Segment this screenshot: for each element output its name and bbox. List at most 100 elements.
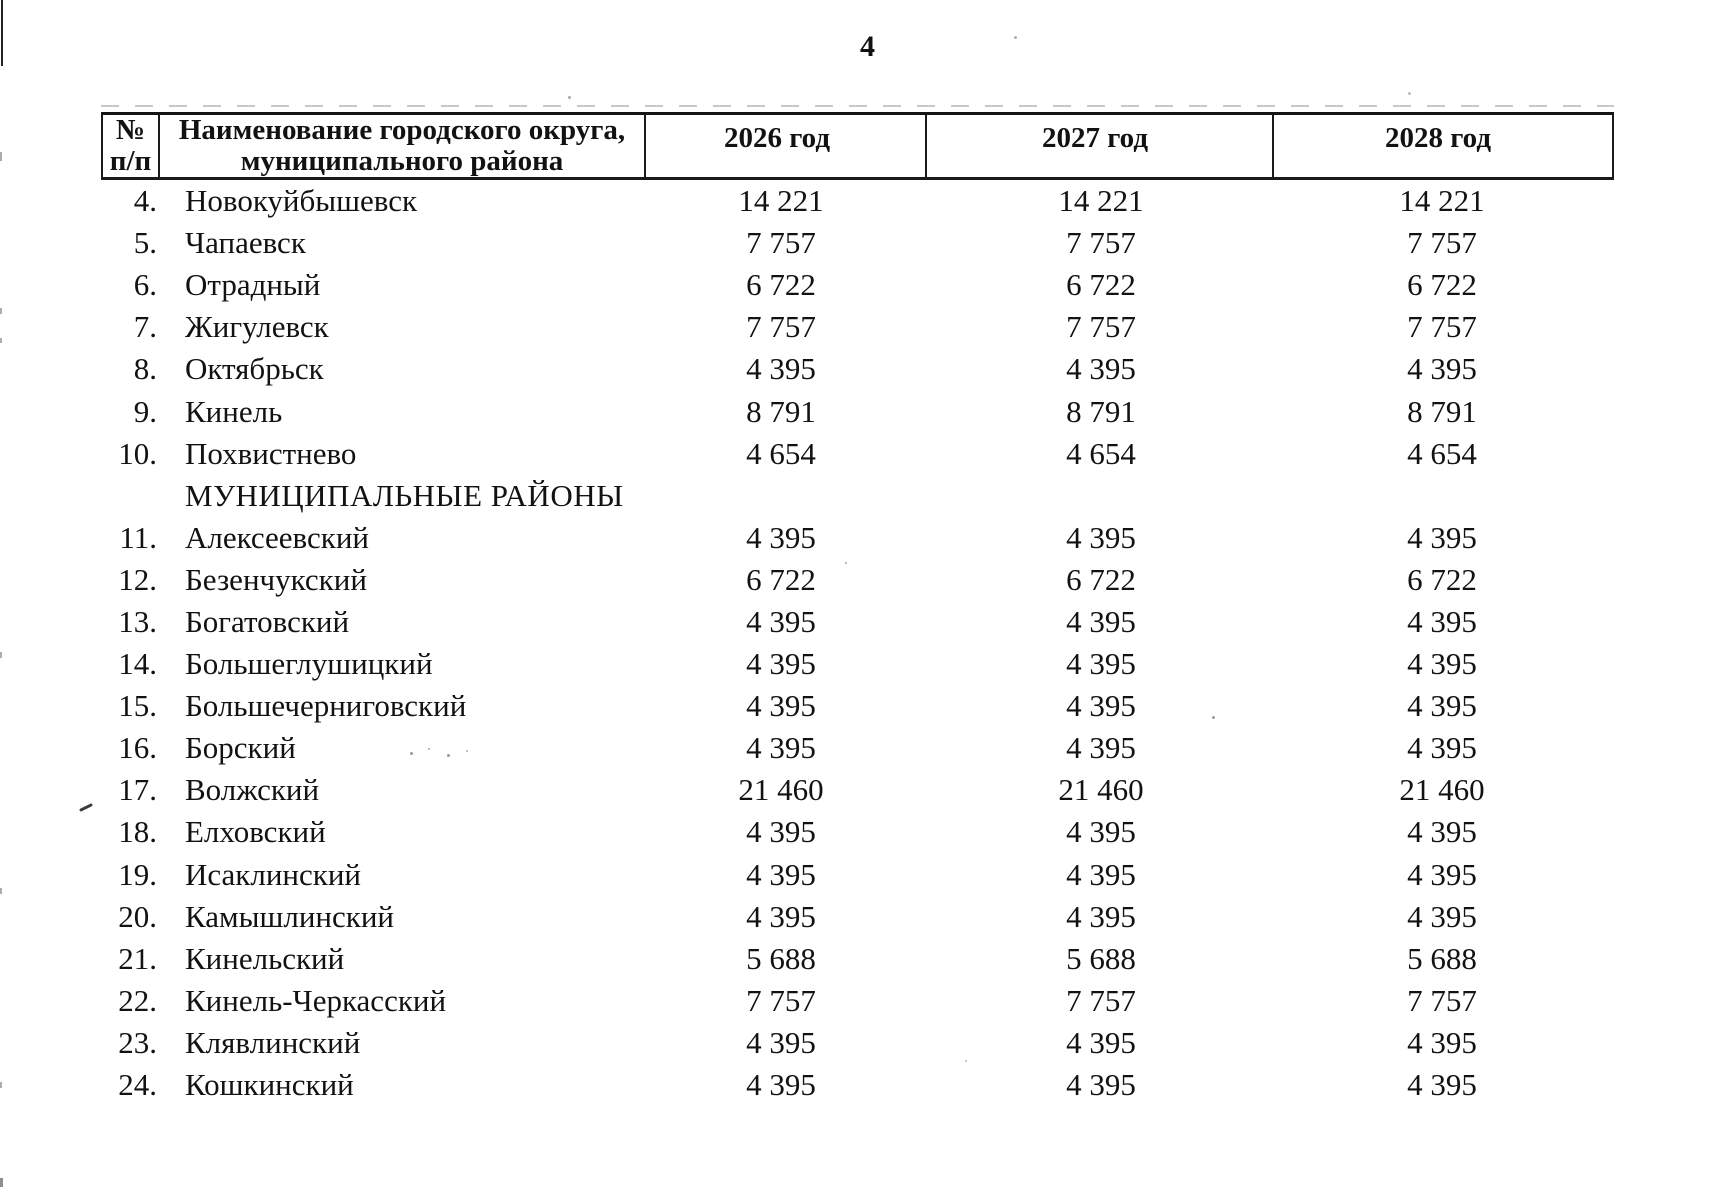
- scan-artifact-dash: [0, 1082, 2, 1088]
- value-2027-cell: 4 395: [1066, 351, 1136, 387]
- value-2026-cell: 4 395: [746, 856, 816, 892]
- table-row: 24. Кошкинский 4 395 4 395 4 395: [101, 1064, 1614, 1106]
- table-row: 23. Клявлинский 4 395 4 395 4 395: [101, 1022, 1614, 1064]
- year-2027-label: 2027 год: [1041, 122, 1149, 154]
- value-2027-cell: 8 791: [1066, 393, 1136, 429]
- value-2026-cell: 4 395: [746, 1024, 816, 1060]
- district-name-cell: Похвистнево: [185, 435, 357, 471]
- page-number: 4: [860, 30, 875, 63]
- district-name-cell: Большечерниговский: [185, 688, 467, 724]
- table-row: 19. Исаклинский 4 395 4 395 4 395: [101, 854, 1614, 896]
- value-2026-cell: 8 791: [746, 393, 816, 429]
- value-2027-cell: 4 395: [1066, 814, 1136, 850]
- value-2026-cell: 5 688: [746, 940, 816, 976]
- value-2026-cell: 4 395: [746, 1067, 816, 1103]
- value-2028-cell: 4 395: [1407, 603, 1477, 639]
- value-2027-cell: 4 395: [1066, 1024, 1136, 1060]
- district-name-cell: Кошкинский: [185, 1067, 354, 1103]
- value-2027-cell: 4 395: [1066, 688, 1136, 724]
- row-number-cell: 4.: [133, 183, 157, 219]
- value-2028-cell: 4 395: [1407, 519, 1477, 555]
- column-header-year-2027: 2027 год: [927, 115, 1274, 177]
- value-2027-cell: 7 757: [1066, 225, 1136, 261]
- value-2027-cell: 21 460: [1058, 772, 1144, 808]
- row-number-cell: 8.: [133, 351, 157, 387]
- table-row: 20. Камышлинский 4 395 4 395 4 395: [101, 896, 1614, 938]
- row-number-header-line1: №: [115, 114, 146, 146]
- value-2026-cell: 4 395: [746, 898, 816, 934]
- value-2027-cell: 7 757: [1066, 309, 1136, 345]
- district-name-cell: Чапаевск: [185, 225, 306, 261]
- table-body: 4. Новокуйбышевск 14 221 14 221 14 221 5…: [101, 180, 1614, 1106]
- table-row: 10. Похвистнево 4 654 4 654 4 654: [101, 433, 1614, 475]
- district-header-line1: Наименование городского округа,: [178, 114, 626, 146]
- value-2026-cell: 7 757: [746, 982, 816, 1018]
- value-2026-cell: 21 460: [738, 772, 824, 808]
- value-2027-cell: 4 654: [1066, 435, 1136, 471]
- value-2028-cell: 4 395: [1407, 1024, 1477, 1060]
- scan-artifact-dash: [0, 1178, 3, 1187]
- column-header-row-number: № п/п: [103, 115, 160, 177]
- scan-artifact-dash: [0, 652, 2, 658]
- table-row: 7. Жигулевск 7 757 7 757 7 757: [101, 306, 1614, 348]
- section-title: МУНИЦИПАЛЬНЫЕ РАЙОНЫ: [185, 477, 624, 513]
- district-name-cell: Елховский: [185, 814, 326, 850]
- district-name-cell: Новокуйбышевск: [185, 183, 418, 219]
- table-row: 5. Чапаевск 7 757 7 757 7 757: [101, 222, 1614, 264]
- year-2026-label: 2026 год: [723, 122, 831, 154]
- row-number-cell: 5.: [133, 225, 157, 261]
- value-2028-cell: 4 395: [1407, 898, 1477, 934]
- value-2027-cell: 14 221: [1058, 183, 1144, 219]
- value-2026-cell: 7 757: [746, 225, 816, 261]
- row-number-cell: 15.: [118, 688, 157, 724]
- row-number-cell: 6.: [133, 267, 157, 303]
- scan-artifact-edge-line: [1, 0, 3, 66]
- row-number-cell: 18.: [118, 814, 157, 850]
- scan-artifact-speck: [1408, 92, 1411, 95]
- row-number-cell: 23.: [118, 1024, 157, 1060]
- value-2028-cell: 4 395: [1407, 730, 1477, 766]
- value-2028-cell: 4 395: [1407, 351, 1477, 387]
- value-2027-cell: 7 757: [1066, 982, 1136, 1018]
- value-2028-cell: 7 757: [1407, 982, 1477, 1018]
- value-2028-cell: 4 654: [1407, 435, 1477, 471]
- row-number-cell: 22.: [118, 982, 157, 1018]
- value-2028-cell: 21 460: [1399, 772, 1485, 808]
- value-2028-cell: 4 395: [1407, 646, 1477, 682]
- value-2028-cell: 6 722: [1407, 561, 1477, 597]
- table-row: 15. Большечерниговский 4 395 4 395 4 395: [101, 685, 1614, 727]
- district-name-cell: Безенчукский: [185, 561, 367, 597]
- row-number-cell: 20.: [118, 898, 157, 934]
- value-2027-cell: 4 395: [1066, 730, 1136, 766]
- value-2027-cell: 4 395: [1066, 519, 1136, 555]
- row-number-cell: 11.: [119, 519, 157, 555]
- district-name-cell: Кинель-Черкасский: [185, 982, 447, 1018]
- scan-artifact-dash: [0, 338, 2, 343]
- district-name-cell: Большеглушицкий: [185, 646, 433, 682]
- district-name-cell: Исаклинский: [185, 856, 361, 892]
- value-2028-cell: 4 395: [1407, 856, 1477, 892]
- value-2028-cell: 14 221: [1399, 183, 1485, 219]
- district-name-cell: Кинель: [185, 393, 283, 429]
- district-name-cell: Клявлинский: [185, 1024, 361, 1060]
- row-number-cell: 7.: [133, 309, 157, 345]
- row-number-header-line2: п/п: [109, 145, 152, 177]
- row-number-cell: 17.: [118, 772, 157, 808]
- value-2028-cell: 8 791: [1407, 393, 1477, 429]
- table-row: 12. Безенчукский 6 722 6 722 6 722: [101, 559, 1614, 601]
- row-number-cell: 12.: [118, 561, 157, 597]
- value-2028-cell: 5 688: [1407, 940, 1477, 976]
- district-name-cell: Алексеевский: [185, 519, 370, 555]
- value-2028-cell: 6 722: [1407, 267, 1477, 303]
- district-name-cell: Жигулевск: [185, 309, 329, 345]
- value-2026-cell: 4 395: [746, 814, 816, 850]
- table-row: 13. Богатовский 4 395 4 395 4 395: [101, 601, 1614, 643]
- value-2026-cell: 14 221: [738, 183, 824, 219]
- district-name-cell: Отрадный: [185, 267, 321, 303]
- value-2027-cell: 4 395: [1066, 1067, 1136, 1103]
- section-header-row: МУНИЦИПАЛЬНЫЕ РАЙОНЫ: [101, 475, 1614, 517]
- value-2026-cell: 4 395: [746, 730, 816, 766]
- row-number-cell: 16.: [118, 730, 157, 766]
- scan-artifact-header-ghost-line: [101, 105, 1614, 107]
